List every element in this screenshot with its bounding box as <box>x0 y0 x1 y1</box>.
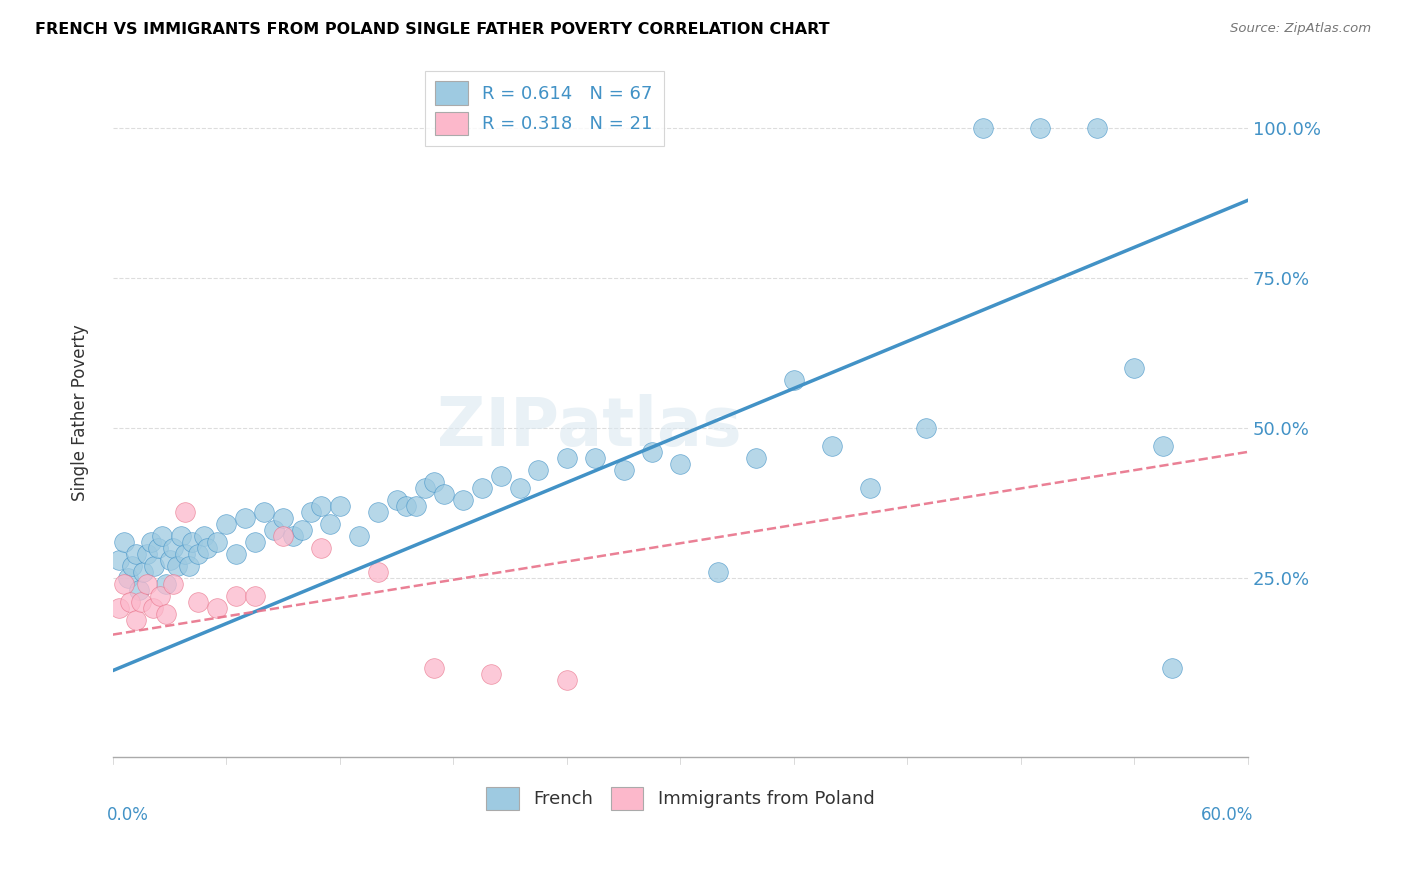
Point <box>489 468 512 483</box>
Point <box>479 666 502 681</box>
Point <box>177 558 200 573</box>
Point <box>263 523 285 537</box>
Point <box>118 595 141 609</box>
Point <box>367 565 389 579</box>
Point <box>129 595 152 609</box>
Point <box>173 505 195 519</box>
Point <box>858 481 880 495</box>
Point <box>271 529 294 543</box>
Point <box>509 481 531 495</box>
Point <box>124 613 146 627</box>
Point <box>181 534 204 549</box>
Point <box>225 547 247 561</box>
Point <box>281 529 304 543</box>
Point <box>972 121 994 136</box>
Point <box>150 529 173 543</box>
Point <box>555 673 578 687</box>
Point <box>112 534 135 549</box>
Point <box>423 475 446 489</box>
Point <box>170 529 193 543</box>
Point <box>135 547 157 561</box>
Point <box>1152 439 1174 453</box>
Point <box>187 547 209 561</box>
Point <box>162 541 184 555</box>
Point <box>149 589 172 603</box>
Text: Source: ZipAtlas.com: Source: ZipAtlas.com <box>1230 22 1371 36</box>
Point <box>319 516 342 531</box>
Point <box>583 450 606 465</box>
Point <box>783 373 806 387</box>
Point <box>117 571 139 585</box>
Point <box>423 660 446 674</box>
Point <box>1123 361 1146 376</box>
Point <box>329 499 352 513</box>
Point <box>166 558 188 573</box>
Text: ZIPatlas: ZIPatlas <box>437 393 742 459</box>
Point <box>309 499 332 513</box>
Point <box>187 595 209 609</box>
Point <box>197 541 219 555</box>
Point <box>193 529 215 543</box>
Point <box>155 576 177 591</box>
Point <box>225 589 247 603</box>
Point <box>128 582 150 597</box>
Point <box>555 450 578 465</box>
Point <box>433 487 456 501</box>
Point <box>385 492 408 507</box>
Point <box>243 534 266 549</box>
Point <box>112 576 135 591</box>
Point <box>107 600 129 615</box>
Y-axis label: Single Father Poverty: Single Father Poverty <box>72 325 89 501</box>
Point <box>162 576 184 591</box>
Point <box>451 492 474 507</box>
Point <box>301 505 323 519</box>
Point <box>143 558 166 573</box>
Point <box>405 499 427 513</box>
Text: FRENCH VS IMMIGRANTS FROM POLAND SINGLE FATHER POVERTY CORRELATION CHART: FRENCH VS IMMIGRANTS FROM POLAND SINGLE … <box>35 22 830 37</box>
Point <box>1085 121 1108 136</box>
Point <box>471 481 494 495</box>
Point <box>135 576 157 591</box>
Legend: French, Immigrants from Poland: French, Immigrants from Poland <box>479 780 882 817</box>
Point <box>173 547 195 561</box>
Text: 0.0%: 0.0% <box>107 805 149 823</box>
Point <box>395 499 418 513</box>
Point <box>148 541 170 555</box>
Text: 60.0%: 60.0% <box>1201 805 1254 823</box>
Point <box>669 457 692 471</box>
Point <box>641 445 664 459</box>
Point <box>233 510 256 524</box>
Point <box>121 558 143 573</box>
Point <box>243 589 266 603</box>
Point <box>215 516 238 531</box>
Point <box>253 505 276 519</box>
Point <box>915 421 938 435</box>
Point <box>1029 121 1052 136</box>
Point <box>367 505 389 519</box>
Point <box>155 607 177 621</box>
Point <box>132 565 155 579</box>
Point <box>205 534 228 549</box>
Point <box>413 481 436 495</box>
Point <box>107 552 129 566</box>
Point <box>309 541 332 555</box>
Point <box>347 529 370 543</box>
Point <box>271 510 294 524</box>
Point <box>205 600 228 615</box>
Point <box>142 600 165 615</box>
Point <box>821 439 844 453</box>
Point <box>159 552 181 566</box>
Point <box>707 565 730 579</box>
Point <box>139 534 162 549</box>
Point <box>745 450 768 465</box>
Point <box>1161 660 1184 674</box>
Point <box>124 547 146 561</box>
Point <box>291 523 314 537</box>
Point <box>613 463 636 477</box>
Point <box>527 463 550 477</box>
